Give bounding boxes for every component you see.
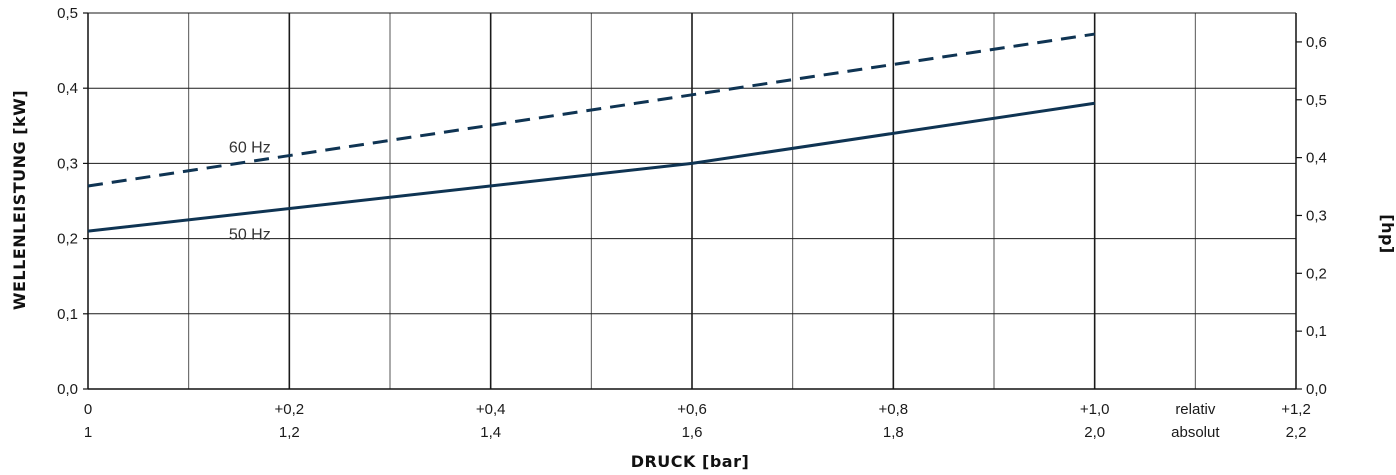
y2-tick-label: 0,2: [1306, 265, 1327, 282]
series-line-50-hz: [87, 101, 1095, 233]
x-axis-title: DRUCK [bar]: [631, 452, 750, 471]
y2-tick-label: 0,6: [1306, 34, 1327, 51]
x-row-label-relative: relativ: [1175, 401, 1216, 418]
x-tick-label-absolute: 2,2: [1286, 424, 1307, 441]
series-label-50-hz: 50 Hz: [229, 226, 271, 243]
tick-labels: 0,0 0,1 0,2 0,3 0,4 0,5 0,0 0,1 0,2 0,3 0,4 0,5 0,6 0…: [57, 5, 1327, 441]
x-row-label-absolute: absolut: [1171, 424, 1220, 441]
grid: [88, 13, 1296, 389]
x-tick-label-absolute: 1,6: [682, 424, 703, 441]
x-tick-label-relative: 0: [84, 401, 92, 418]
y-tick-label: 0,4: [57, 80, 78, 97]
x-tick-label-absolute: 1,4: [480, 424, 501, 441]
x-tick-label-relative: +1,2: [1281, 401, 1311, 418]
x-tick-label-relative: +1,0: [1080, 401, 1110, 418]
y2-tick-label: 0,5: [1306, 92, 1327, 109]
x-tick-label-relative: +0,2: [275, 401, 305, 418]
x-tick-label-absolute: 1,8: [883, 424, 904, 441]
x-tick-label-absolute: 1,2: [279, 424, 300, 441]
y2-tick-label: 0,0: [1306, 381, 1327, 398]
y-tick-label: 0,5: [57, 5, 78, 22]
x-tick-label-absolute: 2,0: [1084, 424, 1105, 441]
y2-tick-label: 0,1: [1306, 323, 1327, 340]
y-tick-label: 0,2: [57, 231, 78, 248]
y-tick-label: 0,3: [57, 155, 78, 172]
y-tick-label: 0,0: [57, 381, 78, 398]
y2-axis-title: [hp]: [1378, 214, 1396, 253]
x-tick-label-absolute: 1: [84, 424, 92, 441]
series-label-60-hz: 60 Hz: [229, 140, 271, 157]
axes: [83, 12, 1302, 390]
x-tick-label-relative: +0,6: [677, 401, 707, 418]
x-tick-label-relative: +0,8: [879, 401, 909, 418]
series-line-60-hz: [87, 32, 1095, 188]
y2-tick-label: 0,3: [1306, 207, 1327, 224]
x-tick-label-relative: +0,4: [476, 401, 506, 418]
series-lines: [87, 32, 1095, 233]
y-tick-label: 0,1: [57, 306, 78, 323]
y-axis-title: WELLENLEISTUNG [kW]: [10, 90, 29, 310]
y2-tick-label: 0,4: [1306, 150, 1327, 167]
